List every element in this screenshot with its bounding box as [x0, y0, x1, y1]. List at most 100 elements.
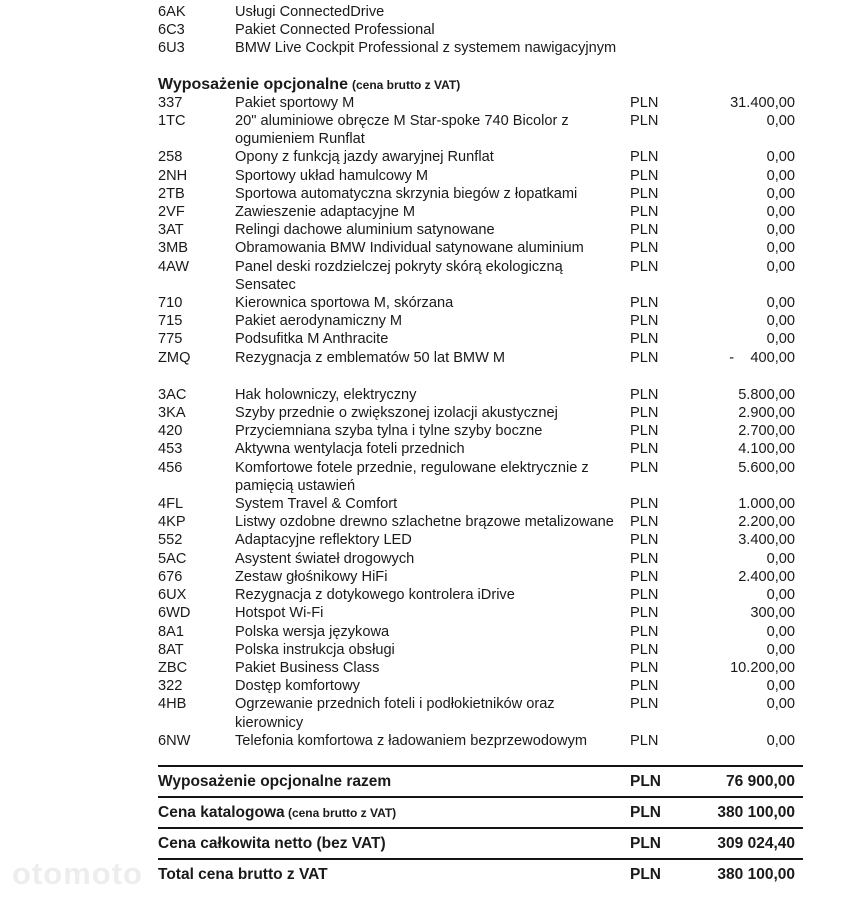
- option-description: Relingi dachowe aluminium satynowane: [235, 222, 495, 239]
- summary-label: Wyposażenie opcjonalne razem: [158, 773, 630, 791]
- currency-label: PLN: [630, 772, 661, 790]
- option-price: 0,00: [766, 185, 795, 202]
- equipment-row: 6NW Telefonia komfortowa z ładowaniem be…: [158, 732, 803, 750]
- summary-label: Cena całkowita netto (bez VAT): [158, 835, 630, 853]
- summary-label-text: Cena całkowita netto (bez VAT): [158, 834, 386, 852]
- option-description: System Travel & Comfort: [235, 496, 398, 513]
- equipment-row: 6UX Rezygnacja z dotykowego kontrolera i…: [158, 586, 803, 604]
- currency-label: PLN: [630, 258, 659, 275]
- option-price: 10.200,00: [730, 659, 795, 676]
- option-price: 0,00: [766, 641, 795, 658]
- option-code: 6C3: [158, 22, 185, 39]
- currency-label: PLN: [630, 605, 659, 622]
- equipment-row: 1TC 20" aluminiowe obręcze M Star-spoke …: [158, 112, 803, 148]
- equipment-row: 715 Pakiet aerodynamiczny M PLN 0,00: [158, 312, 803, 330]
- option-price: 2.700,00: [738, 423, 795, 440]
- equipment-row: 6U3 BMW Live Cockpit Professional z syst…: [158, 39, 803, 57]
- currency-label: PLN: [630, 349, 659, 366]
- option-code: 6U3: [158, 40, 185, 57]
- equipment-row: 6C3 Pakiet Connected Professional: [158, 21, 803, 39]
- equipment-row: 676 Zestaw głośnikowy HiFi PLN 2.400,00: [158, 568, 803, 586]
- price-summary: Wyposażenie opcjonalne razem PLN 76 900,…: [158, 764, 803, 889]
- equipment-row: 4HB Ogrzewanie przednich foteli i podłok…: [158, 695, 803, 731]
- equipment-row: 2TB Sportowa automatyczna skrzynia biegó…: [158, 185, 803, 203]
- option-description: Rezygnacja z emblematów 50 lat BMW M: [235, 349, 506, 366]
- section-title: Wyposażenie opcjonalne: [158, 75, 348, 93]
- option-description: Sportowa automatyczna skrzynia biegów z …: [235, 185, 578, 202]
- option-code: 3AC: [158, 386, 187, 403]
- option-price: 0,00: [766, 313, 795, 330]
- option-description: Listwy ozdobne drewno szlachetne brązowe…: [235, 514, 614, 531]
- option-code: 552: [158, 532, 183, 549]
- option-price: 0,00: [766, 149, 795, 166]
- option-price: 1.000,00: [738, 496, 795, 513]
- summary-row: Cena całkowita netto (bez VAT) PLN 309 0…: [158, 826, 803, 858]
- optional-equipment-header: Wyposażenie opcjonalne (cena brutto z VAT…: [158, 76, 803, 94]
- option-code: 4HB: [158, 696, 187, 713]
- option-price: 0,00: [766, 696, 795, 713]
- option-code: 258: [158, 149, 183, 166]
- option-description: Telefonia komfortowa z ładowaniem bezprz…: [235, 732, 588, 749]
- option-price: 0,00: [766, 550, 795, 567]
- option-description: Podsufitka M Anthracite: [235, 331, 389, 348]
- summary-label: Total cena brutto z VAT: [158, 866, 630, 884]
- option-code: ZBC: [158, 659, 188, 676]
- option-description: Pakiet Connected Professional: [235, 22, 435, 39]
- currency-label: PLN: [630, 405, 659, 422]
- option-description: Pakiet aerodynamiczny M: [235, 313, 403, 330]
- currency-label: PLN: [630, 623, 659, 640]
- option-code: 2NH: [158, 167, 188, 184]
- option-code: 4FL: [158, 496, 184, 513]
- option-code: 6NW: [158, 732, 191, 749]
- option-description: Hak holowniczy, elektryczny: [235, 386, 417, 403]
- option-description: Usługi ConnectedDrive: [235, 4, 385, 20]
- option-code: 8AT: [158, 641, 184, 658]
- option-code: 2TB: [158, 185, 185, 202]
- equipment-row: 2VF Zawieszenie adaptacyjne M PLN 0,00: [158, 203, 803, 221]
- option-description: Pakiet sportowy M: [235, 94, 355, 111]
- option-price: 0,00: [766, 587, 795, 604]
- option-code: 5AC: [158, 550, 187, 567]
- option-code: 6AK: [158, 4, 186, 20]
- currency-label: PLN: [630, 295, 659, 312]
- option-description: Polska wersja językowa: [235, 623, 390, 640]
- equipment-row: 4AW Panel deski rozdzielczej pokryty skó…: [158, 258, 803, 294]
- document-content: 6AK Usługi ConnectedDrive 6C3 Pakiet Con…: [158, 3, 803, 889]
- option-code: 6WD: [158, 605, 191, 622]
- currency-label: PLN: [630, 532, 659, 549]
- equipment-row: 3AC Hak holowniczy, elektryczny PLN 5.80…: [158, 386, 803, 404]
- currency-label: PLN: [630, 514, 659, 531]
- currency-label: PLN: [630, 331, 659, 348]
- equipment-row: 2NH Sportowy układ hamulcowy M PLN 0,00: [158, 167, 803, 185]
- option-price: 5.800,00: [738, 386, 795, 403]
- currency-label: PLN: [630, 149, 659, 166]
- option-code: 3KA: [158, 405, 186, 422]
- option-code: 8A1: [158, 623, 184, 640]
- option-code: 3MB: [158, 240, 189, 257]
- option-description: Opony z funkcją jazdy awaryjnej Runflat: [235, 149, 494, 166]
- option-price: 0,00: [766, 331, 795, 348]
- option-description: Zawieszenie adaptacyjne M: [235, 204, 416, 221]
- currency-label: PLN: [630, 113, 659, 130]
- otomoto-watermark: otomoto: [12, 856, 143, 891]
- currency-label: PLN: [630, 185, 659, 202]
- equipment-row: 5AC Asystent świateł drogowych PLN 0,00: [158, 550, 803, 568]
- option-description: Szyby przednie o zwiększonej izolacji ak…: [235, 405, 558, 422]
- currency-label: PLN: [630, 441, 659, 458]
- option-price: 0,00: [766, 678, 795, 695]
- option-code: 775: [158, 331, 183, 348]
- option-price: 0,00: [766, 222, 795, 239]
- currency-label: PLN: [630, 204, 659, 221]
- currency-label: PLN: [630, 659, 659, 676]
- equipment-row: 710 Kierownica sportowa M, skórzana PLN …: [158, 294, 803, 312]
- equipment-row: 456 Komfortowe fotele przednie, regulowa…: [158, 459, 803, 495]
- option-code: 4KP: [158, 514, 186, 531]
- currency-label: PLN: [630, 865, 661, 883]
- option-code: 676: [158, 568, 183, 585]
- standard-equipment-list: 6AK Usługi ConnectedDrive 6C3 Pakiet Con…: [158, 3, 803, 58]
- currency-label: PLN: [630, 641, 659, 658]
- equipment-row: ZMQ Rezygnacja z emblematów 50 lat BMW M…: [158, 349, 803, 367]
- currency-label: PLN: [630, 803, 661, 821]
- equipment-row: ZBC Pakiet Business Class PLN 10.200,00: [158, 659, 803, 677]
- summary-row: Wyposażenie opcjonalne razem PLN 76 900,…: [158, 764, 803, 796]
